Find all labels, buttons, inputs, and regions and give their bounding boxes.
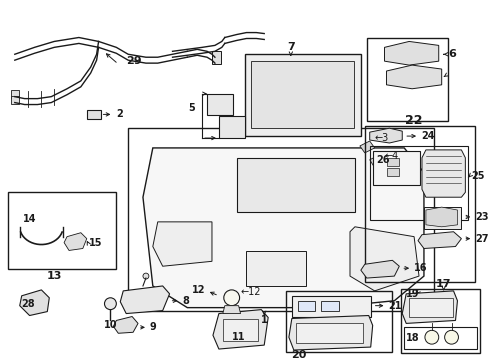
Polygon shape: [402, 291, 457, 323]
Polygon shape: [64, 233, 86, 251]
Polygon shape: [425, 207, 457, 227]
Bar: [401, 289, 479, 353]
Circle shape: [142, 273, 148, 279]
Polygon shape: [421, 150, 465, 197]
Polygon shape: [369, 128, 402, 143]
Text: 10: 10: [103, 320, 117, 330]
Polygon shape: [359, 141, 374, 153]
Bar: [366, 37, 447, 121]
Bar: [364, 126, 474, 282]
Text: 15: 15: [88, 238, 102, 248]
Bar: [8, 192, 116, 269]
Bar: [372, 151, 419, 185]
Text: 9: 9: [149, 322, 156, 332]
Text: 23: 23: [474, 212, 488, 222]
Polygon shape: [417, 232, 461, 248]
Circle shape: [424, 330, 438, 344]
Bar: [321, 301, 339, 311]
Text: 5: 5: [188, 103, 195, 113]
Bar: [251, 61, 353, 128]
Polygon shape: [236, 158, 354, 212]
Circle shape: [104, 298, 116, 310]
Bar: [386, 168, 399, 176]
Text: 1: 1: [260, 315, 267, 325]
Bar: [386, 158, 399, 166]
Text: 26: 26: [376, 155, 389, 165]
Text: 18: 18: [406, 333, 419, 343]
Polygon shape: [369, 155, 384, 168]
Polygon shape: [246, 251, 305, 286]
Bar: [219, 116, 244, 138]
Text: ←12: ←12: [240, 287, 261, 297]
Text: 19: 19: [406, 289, 419, 299]
Polygon shape: [349, 227, 418, 291]
Polygon shape: [211, 51, 221, 64]
Polygon shape: [360, 260, 399, 278]
Text: 22: 22: [405, 114, 422, 127]
Bar: [244, 54, 360, 136]
Text: 27: 27: [474, 234, 488, 244]
Text: 14: 14: [23, 214, 36, 224]
Bar: [128, 128, 433, 311]
Text: 2: 2: [116, 109, 123, 120]
Text: 29: 29: [126, 56, 142, 66]
Text: 11: 11: [231, 332, 245, 342]
Text: 6: 6: [447, 49, 455, 59]
Bar: [408, 298, 451, 318]
Text: 7: 7: [286, 42, 294, 52]
Polygon shape: [212, 310, 267, 349]
Text: 17: 17: [435, 279, 450, 289]
Circle shape: [444, 330, 458, 344]
Bar: [297, 301, 315, 311]
Bar: [206, 94, 232, 116]
Text: 16: 16: [413, 263, 427, 273]
Text: 13: 13: [46, 271, 62, 281]
Polygon shape: [20, 290, 49, 315]
Text: ←4: ←4: [384, 151, 398, 161]
Polygon shape: [288, 315, 372, 350]
Text: 20: 20: [290, 350, 305, 360]
Bar: [11, 96, 19, 104]
Polygon shape: [386, 65, 441, 89]
Bar: [369, 146, 468, 220]
Polygon shape: [120, 286, 169, 314]
Bar: [291, 296, 370, 318]
Text: 24: 24: [420, 131, 434, 141]
Polygon shape: [142, 148, 423, 308]
Polygon shape: [223, 306, 240, 314]
Bar: [223, 319, 258, 341]
Bar: [11, 90, 19, 98]
Bar: [423, 207, 461, 229]
Bar: [295, 323, 362, 343]
Polygon shape: [384, 41, 438, 65]
Text: 8: 8: [182, 296, 189, 306]
Text: 12: 12: [191, 285, 204, 295]
Bar: [285, 291, 391, 352]
Text: 28: 28: [21, 299, 34, 309]
Polygon shape: [113, 316, 138, 333]
Bar: [404, 327, 476, 349]
Circle shape: [224, 290, 239, 306]
Polygon shape: [153, 222, 211, 266]
Text: 21: 21: [387, 301, 401, 311]
Bar: [86, 111, 101, 119]
Text: 25: 25: [470, 171, 484, 180]
Text: ←3: ←3: [374, 133, 388, 143]
